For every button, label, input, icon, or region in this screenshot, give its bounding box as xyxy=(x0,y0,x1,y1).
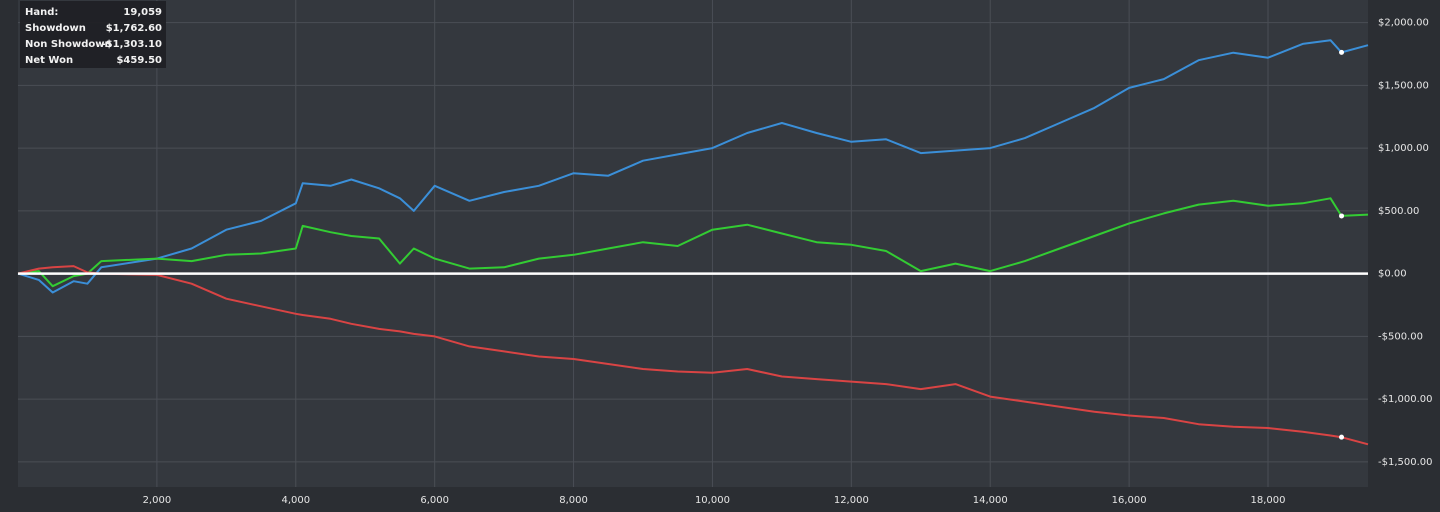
y-tick-label: -$500.00 xyxy=(1378,331,1423,342)
hover-dot xyxy=(1339,434,1345,440)
y-tick-label: -$1,000.00 xyxy=(1378,394,1433,405)
x-tick-label: 12,000 xyxy=(834,495,869,506)
info-box-bg xyxy=(20,1,166,68)
x-tick-label: 8,000 xyxy=(559,495,588,506)
info-label: Net Won xyxy=(25,55,73,66)
y-tick-label: $0.00 xyxy=(1378,269,1407,280)
y-tick-label: $1,000.00 xyxy=(1378,143,1429,154)
y-tick-label: $1,500.00 xyxy=(1378,80,1429,91)
series-line xyxy=(17,197,1369,288)
lines xyxy=(17,39,1369,446)
series-line xyxy=(17,265,1369,446)
hover-dot xyxy=(1339,213,1345,219)
x-tick-label: 4,000 xyxy=(281,495,310,506)
info-value: $1,762.60 xyxy=(106,23,162,34)
info-box: Hand: 19,059 Showdown $1,762.60 Non Showdown… xyxy=(20,1,166,68)
y-tick-label: $500.00 xyxy=(1378,206,1419,217)
hover-dot xyxy=(1339,49,1345,55)
plot-area xyxy=(18,0,1368,487)
x-tick-label: 18,000 xyxy=(1251,495,1286,506)
info-label: Non Showdown xyxy=(25,39,112,50)
info-label: Showdown xyxy=(25,23,86,34)
grid xyxy=(18,0,1368,487)
series-line xyxy=(17,39,1369,294)
x-tick-label: 10,000 xyxy=(695,495,730,506)
info-label: Hand: xyxy=(25,7,58,18)
y-tick-label: $2,000.00 xyxy=(1378,18,1429,29)
x-tick-label: 2,000 xyxy=(143,495,172,506)
x-tick-label: 16,000 xyxy=(1112,495,1147,506)
y-tick-label: -$1,500.00 xyxy=(1378,457,1433,468)
info-value: -$1,303.10 xyxy=(102,39,162,50)
x-tick-label: 6,000 xyxy=(420,495,449,506)
info-value: $459.50 xyxy=(116,55,162,66)
x-tick-label: 14,000 xyxy=(973,495,1008,506)
info-value: 19,059 xyxy=(123,7,162,18)
